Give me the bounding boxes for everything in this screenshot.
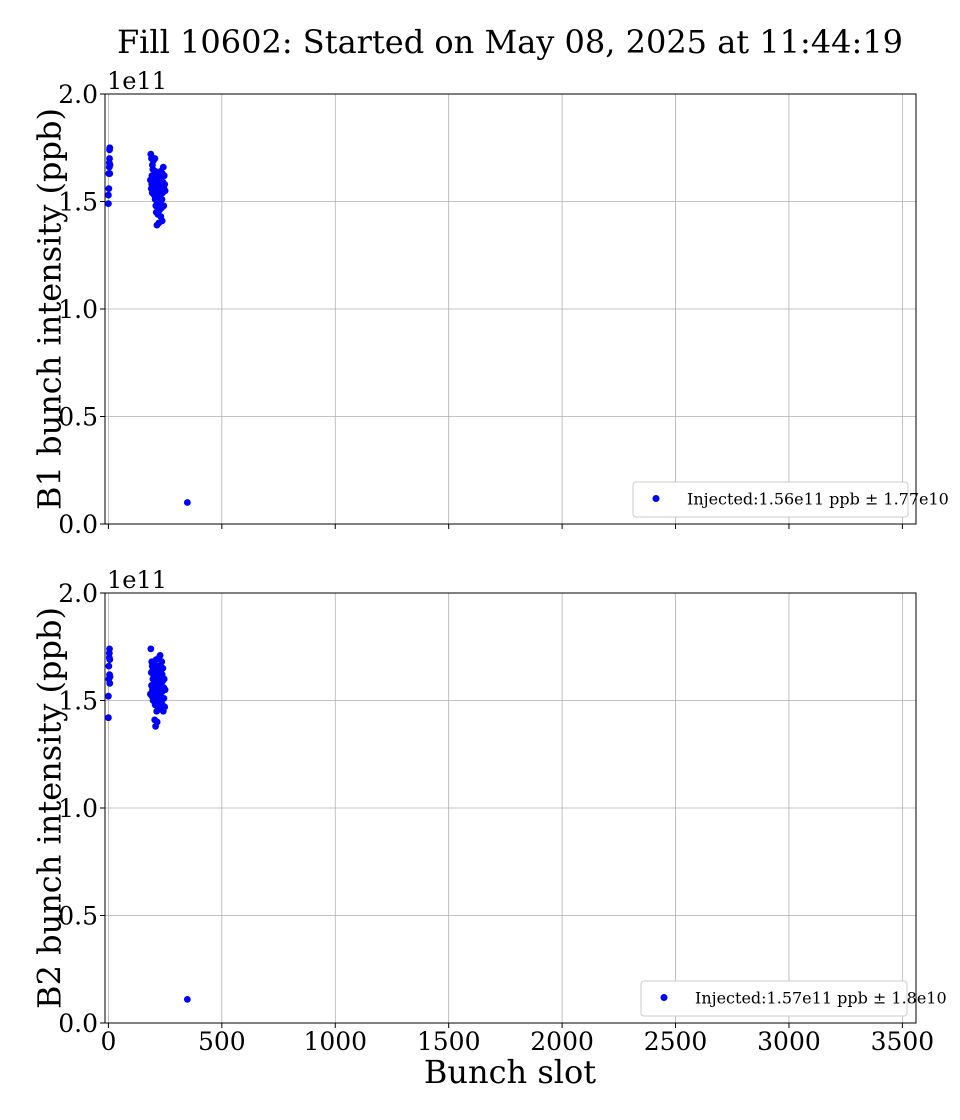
panel-b1: 0.0 0.5 1.0 1.5 2.0 B1 bunch intensity (ppb)… — [31, 67, 949, 539]
data-point — [106, 161, 114, 169]
data-point — [106, 673, 114, 681]
grid — [105, 592, 916, 1024]
legend-box — [640, 980, 908, 1017]
data-point — [105, 662, 113, 670]
x-tick-label: 2500 — [644, 1027, 708, 1056]
x-tick-label: 3000 — [757, 1027, 821, 1056]
axis-ticks: 0 500 1000 1500 2000 2500 3000 3500 0.0 0.5 1.0 1.5… — [58, 579, 934, 1056]
data-point — [106, 170, 114, 177]
legend: Injected:1.57e11 ppb ± 1.8e10 — [640, 980, 947, 1017]
data-point — [151, 155, 159, 162]
data-points — [105, 645, 191, 1003]
x-tick-label: 1500 — [417, 1027, 481, 1056]
y-tick-label: 0.0 — [58, 510, 98, 539]
data-point — [183, 995, 191, 1003]
y-tick-label: 1.0 — [58, 295, 98, 324]
data-point — [156, 651, 164, 659]
y-multiplier: 1e11 — [107, 566, 167, 594]
y-tick-label: 2.0 — [58, 80, 98, 109]
data-point — [158, 217, 166, 225]
y-axis-label: B2 bunch intensity (ppb) — [31, 607, 69, 1009]
y-tick-label: 0.0 — [58, 1009, 98, 1038]
data-point — [159, 163, 167, 171]
data-point — [160, 675, 168, 683]
data-point — [158, 658, 166, 666]
legend-marker — [652, 495, 660, 502]
data-point — [105, 714, 112, 722]
chart-title: Fill 10602: Started on May 08, 2025 at 1… — [117, 23, 903, 61]
data-points — [105, 144, 191, 506]
data-point — [147, 645, 155, 653]
data-point — [106, 645, 113, 653]
data-point — [161, 187, 169, 195]
data-point — [160, 694, 168, 702]
data-point — [158, 195, 166, 203]
y-tick-label: 0.5 — [58, 902, 98, 931]
data-point — [105, 692, 112, 700]
data-point — [153, 718, 161, 726]
legend-label: Injected:1.56e11 ppb ± 1.77e10 — [687, 490, 949, 509]
data-point — [106, 679, 114, 687]
data-point — [161, 180, 169, 188]
y-tick-label: 1.5 — [58, 188, 98, 217]
legend-label: Injected:1.57e11 ppb ± 1.8e10 — [695, 989, 947, 1008]
grid — [105, 93, 916, 525]
data-point — [161, 703, 169, 711]
legend: Injected:1.56e11 ppb ± 1.77e10 — [632, 481, 949, 518]
x-tick-label: 2000 — [530, 1027, 594, 1056]
y-tick-label: 0.5 — [58, 403, 98, 432]
x-tick-label: 500 — [198, 1027, 246, 1056]
data-point — [160, 202, 168, 210]
y-multiplier: 1e11 — [107, 67, 167, 95]
data-point — [183, 499, 191, 506]
x-tick-label: 3500 — [871, 1027, 935, 1056]
data-point — [105, 191, 112, 199]
y-tick-label: 2.0 — [58, 579, 98, 608]
x-tick-label: 1000 — [303, 1027, 367, 1056]
panel-b2: 0 500 1000 1500 2000 2500 3000 3500 0.0 0.5 1.0 1.5… — [31, 566, 947, 1056]
data-point — [161, 686, 169, 694]
data-point — [105, 200, 112, 208]
y-tick-label: 1.0 — [58, 794, 98, 823]
y-tick-label: 1.5 — [58, 687, 98, 716]
x-tick-label: 0 — [100, 1027, 116, 1056]
y-axis-label: B1 bunch intensity (ppb) — [31, 108, 69, 510]
legend-marker — [660, 994, 668, 1001]
data-point — [106, 144, 114, 152]
data-point — [105, 185, 113, 193]
legend-box — [632, 481, 909, 518]
data-point — [106, 155, 113, 162]
data-point — [106, 656, 114, 664]
axis-ticks: 0.0 0.5 1.0 1.5 2.0 — [58, 80, 903, 539]
x-axis-label: Bunch slot — [424, 1053, 596, 1091]
data-point — [160, 172, 168, 180]
data-point — [159, 664, 167, 672]
